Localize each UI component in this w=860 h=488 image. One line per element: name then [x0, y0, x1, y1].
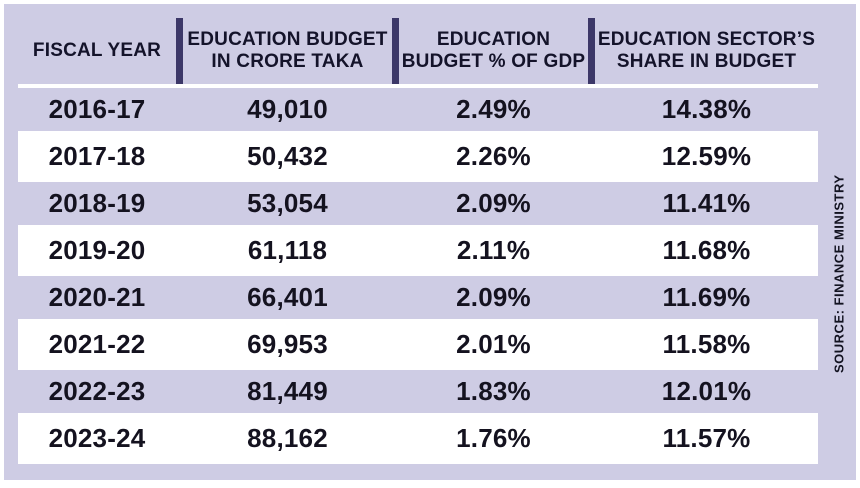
budget-cell: 66,401 [247, 282, 328, 312]
source-credit: SOURCE: FINANCE MINISTRY [831, 174, 847, 374]
header-label: EDUCATION SECTOR’S [597, 29, 816, 50]
budget-cell: 49,010 [247, 94, 328, 124]
fiscal-year-cell: 2018-19 [48, 188, 146, 218]
table-row: 2017-18 50,432 2.26% 12.59% [18, 135, 818, 182]
fiscal-year-cell: 2021-22 [48, 329, 146, 359]
budget-cell: 53,054 [247, 188, 328, 218]
header-fiscal-year: FISCAL YEAR [18, 18, 176, 84]
gdp-cell: 2.09% [456, 188, 531, 218]
gdp-cell: 2.26% [456, 141, 531, 171]
header-label: BUDGET % OF GDP [401, 51, 586, 72]
fiscal-year-cell: 2019-20 [48, 235, 146, 265]
gdp-cell: 1.76% [456, 423, 531, 453]
gdp-cell: 2.09% [456, 282, 531, 312]
table-row: 2018-19 53,054 2.09% 11.41% [18, 182, 818, 229]
header-label: FISCAL YEAR [32, 40, 162, 61]
header-sector-share: EDUCATION SECTOR’S SHARE IN BUDGET [588, 18, 818, 84]
table-header: FISCAL YEAR EDUCATION BUDGET IN CRORE TA… [18, 18, 818, 88]
share-cell: 12.59% [661, 141, 752, 171]
table-row: 2021-22 69,953 2.01% 11.58% [18, 323, 818, 370]
share-cell: 14.38% [661, 94, 752, 124]
share-cell: 11.41% [662, 188, 751, 218]
gdp-cell: 2.11% [456, 235, 531, 265]
fiscal-year-cell: 2016-17 [48, 94, 146, 124]
gdp-cell: 2.49% [456, 94, 531, 124]
table-row: 2020-21 66,401 2.09% 11.69% [18, 276, 818, 323]
header-budget-crore-taka: EDUCATION BUDGET IN CRORE TAKA [176, 18, 392, 84]
table-row: 2022-23 81,449 1.83% 12.01% [18, 370, 818, 417]
table-row: 2023-24 88,162 1.76% 11.57% [18, 417, 818, 464]
header-label: SHARE IN BUDGET [616, 51, 797, 72]
budget-cell: 81,449 [247, 376, 328, 406]
fiscal-year-cell: 2020-21 [48, 282, 146, 312]
budget-cell: 50,432 [247, 141, 328, 171]
header-label: EDUCATION [436, 29, 551, 50]
fiscal-year-cell: 2022-23 [48, 376, 146, 406]
gdp-cell: 1.83% [456, 376, 531, 406]
fiscal-year-cell: 2023-24 [48, 423, 146, 453]
table-row: 2019-20 61,118 2.11% 11.68% [18, 229, 818, 276]
share-cell: 11.57% [662, 423, 751, 453]
share-cell: 11.69% [662, 282, 751, 312]
fiscal-year-cell: 2017-18 [48, 141, 146, 171]
share-cell: 12.01% [661, 376, 752, 406]
budget-cell: 69,953 [247, 329, 328, 359]
budget-table: FISCAL YEAR EDUCATION BUDGET IN CRORE TA… [18, 18, 818, 464]
education-budget-infographic: FISCAL YEAR EDUCATION BUDGET IN CRORE TA… [4, 4, 856, 480]
share-cell: 11.58% [662, 329, 751, 359]
share-cell: 11.68% [662, 235, 751, 265]
table-row: 2016-17 49,010 2.49% 14.38% [18, 88, 818, 135]
header-label: IN CRORE TAKA [211, 51, 364, 72]
budget-cell: 88,162 [247, 423, 328, 453]
header-label: EDUCATION BUDGET [187, 29, 388, 50]
header-budget-pct-gdp: EDUCATION BUDGET % OF GDP [392, 18, 588, 84]
budget-cell: 61,118 [247, 235, 328, 265]
gdp-cell: 2.01% [456, 329, 531, 359]
